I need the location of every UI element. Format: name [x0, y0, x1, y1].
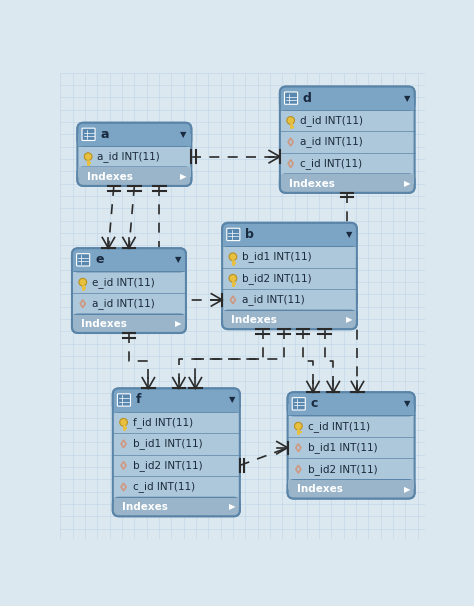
Bar — [223, 235, 356, 246]
Text: c_id INT(11): c_id INT(11) — [308, 421, 370, 431]
FancyBboxPatch shape — [222, 223, 357, 246]
FancyBboxPatch shape — [280, 175, 415, 193]
Text: d: d — [303, 92, 312, 105]
Text: e_id INT(11): e_id INT(11) — [92, 277, 155, 288]
Text: ▼: ▼ — [181, 130, 187, 139]
Circle shape — [229, 253, 237, 261]
Text: a_id INT(11): a_id INT(11) — [92, 298, 155, 309]
Circle shape — [79, 278, 87, 286]
Text: ▶: ▶ — [175, 319, 182, 328]
Text: ▶: ▶ — [346, 315, 353, 324]
Bar — [78, 167, 191, 177]
Text: a_id INT(11): a_id INT(11) — [97, 151, 160, 162]
Circle shape — [287, 116, 294, 124]
FancyBboxPatch shape — [82, 128, 95, 141]
Text: ▼: ▼ — [404, 94, 410, 102]
Bar — [281, 98, 414, 110]
Text: b_id1 INT(11): b_id1 INT(11) — [242, 251, 312, 262]
Text: a_id INT(11): a_id INT(11) — [300, 136, 363, 147]
Text: ▶: ▶ — [229, 502, 236, 511]
Text: d_id INT(11): d_id INT(11) — [300, 115, 363, 126]
Text: c_id INT(11): c_id INT(11) — [300, 158, 362, 169]
FancyBboxPatch shape — [222, 223, 357, 329]
FancyBboxPatch shape — [284, 92, 298, 104]
Text: ▼: ▼ — [346, 230, 353, 239]
Text: b_id2 INT(11): b_id2 INT(11) — [308, 464, 377, 474]
Text: f: f — [136, 393, 141, 407]
FancyBboxPatch shape — [72, 315, 186, 333]
Text: e: e — [95, 253, 104, 266]
Text: a: a — [100, 128, 109, 141]
FancyBboxPatch shape — [118, 394, 130, 406]
Bar — [73, 260, 185, 271]
Text: Indexes: Indexes — [87, 171, 133, 182]
FancyBboxPatch shape — [292, 398, 305, 410]
FancyBboxPatch shape — [288, 392, 415, 499]
Text: ▶: ▶ — [404, 485, 410, 494]
FancyBboxPatch shape — [77, 167, 191, 186]
FancyBboxPatch shape — [288, 480, 415, 499]
Text: Indexes: Indexes — [231, 315, 277, 325]
FancyBboxPatch shape — [280, 87, 415, 193]
Bar — [114, 498, 239, 507]
FancyBboxPatch shape — [72, 248, 186, 333]
Text: b_id2 INT(11): b_id2 INT(11) — [242, 273, 312, 284]
FancyBboxPatch shape — [113, 388, 240, 516]
Bar — [288, 480, 414, 489]
Bar — [73, 315, 185, 324]
Bar — [288, 404, 414, 415]
Text: ▼: ▼ — [175, 255, 182, 264]
Bar — [114, 400, 239, 411]
Text: b: b — [245, 228, 254, 241]
Text: Indexes: Indexes — [289, 179, 335, 188]
Circle shape — [84, 153, 92, 161]
FancyBboxPatch shape — [77, 254, 90, 266]
Bar — [281, 175, 414, 184]
Bar — [78, 135, 191, 146]
Text: f_id INT(11): f_id INT(11) — [133, 417, 193, 428]
FancyBboxPatch shape — [77, 123, 191, 146]
Text: c: c — [310, 398, 318, 410]
Circle shape — [229, 275, 237, 282]
FancyBboxPatch shape — [288, 392, 415, 415]
Text: c_id INT(11): c_id INT(11) — [133, 482, 195, 493]
FancyBboxPatch shape — [280, 87, 415, 110]
FancyBboxPatch shape — [72, 248, 186, 271]
Text: Indexes: Indexes — [81, 319, 127, 328]
FancyBboxPatch shape — [113, 498, 240, 516]
Text: b_id1 INT(11): b_id1 INT(11) — [308, 442, 377, 453]
FancyBboxPatch shape — [222, 311, 357, 329]
FancyBboxPatch shape — [227, 228, 240, 241]
Circle shape — [294, 422, 302, 430]
Text: b_id2 INT(11): b_id2 INT(11) — [133, 460, 202, 471]
Circle shape — [120, 419, 128, 426]
Text: b_id1 INT(11): b_id1 INT(11) — [133, 438, 202, 449]
Bar — [223, 311, 356, 320]
FancyBboxPatch shape — [113, 388, 240, 411]
Text: a_id INT(11): a_id INT(11) — [242, 295, 305, 305]
Text: Indexes: Indexes — [297, 484, 343, 494]
Text: Indexes: Indexes — [122, 502, 168, 512]
Text: ▼: ▼ — [404, 399, 410, 408]
Text: ▶: ▶ — [404, 179, 410, 188]
Text: ▼: ▼ — [229, 396, 236, 404]
FancyBboxPatch shape — [77, 123, 191, 186]
Text: ▶: ▶ — [181, 172, 187, 181]
